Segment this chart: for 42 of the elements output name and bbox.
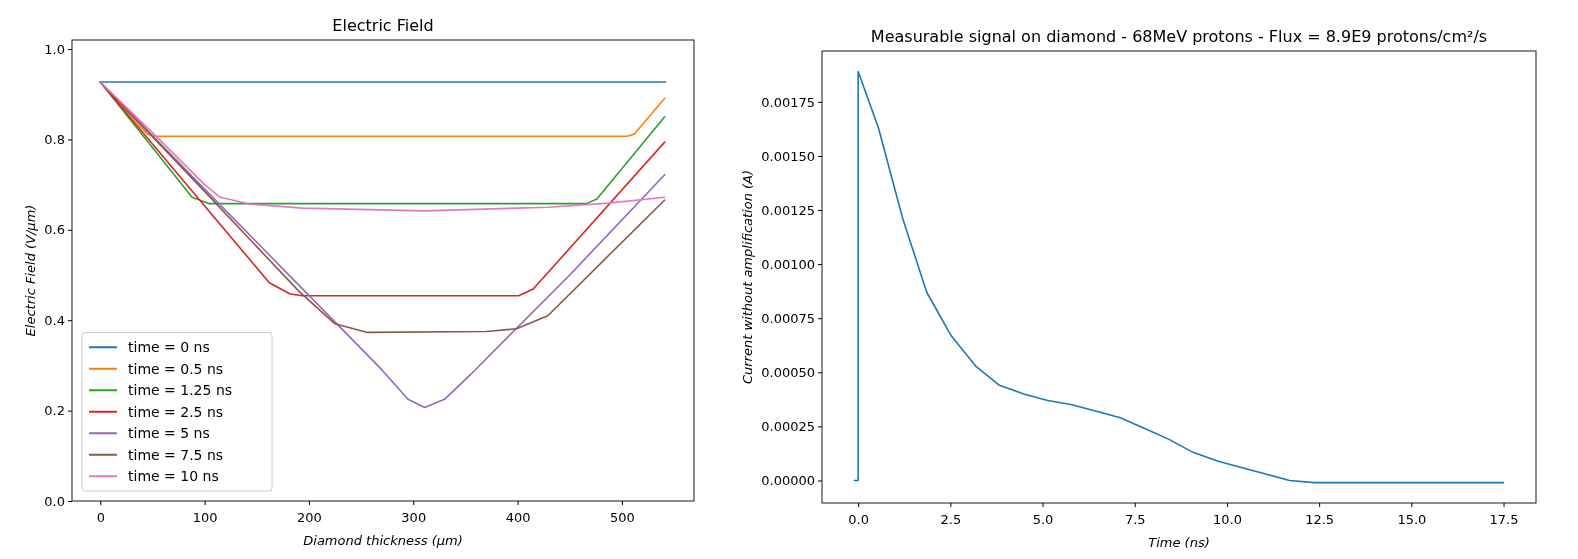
x-tick-label: 300 — [401, 510, 427, 526]
x-tick-label: 17.5 — [1489, 512, 1519, 528]
y-tick-label: 0.4 — [44, 312, 65, 328]
chart-title: Measurable signal on diamond - 68MeV protons - Flux = 8.9E9 protons/cm²/s — [870, 27, 1488, 46]
y-tick-label: 0.00175 — [761, 94, 815, 110]
x-tick-label: 7.5 — [1124, 512, 1146, 528]
x-tick-label: 15.0 — [1397, 512, 1427, 528]
x-tick-label: 0.0 — [848, 512, 869, 528]
x-tick-label: 2.5 — [940, 512, 962, 528]
legend-label: time = 0 ns — [128, 339, 210, 356]
chart-title: Electric Field — [332, 16, 434, 35]
y-tick-label: 0.8 — [44, 132, 65, 148]
y-tick-label: 0.00000 — [761, 473, 815, 489]
legend-label: time = 2.5 ns — [128, 403, 224, 420]
x-tick-label: 5.0 — [1032, 512, 1054, 528]
x-tick-label: 10.0 — [1212, 512, 1242, 528]
y-tick-label: 0.00125 — [761, 202, 815, 218]
y-tick-label: 0.00075 — [761, 310, 815, 326]
x-tick-label: 200 — [297, 510, 322, 526]
y-tick-label: 0.00100 — [761, 256, 815, 272]
legend-label: time = 5 ns — [128, 425, 210, 442]
y-tick-label: 1.0 — [44, 41, 65, 57]
x-tick-label: 12.5 — [1305, 512, 1335, 528]
line-series — [853, 70, 1505, 484]
legend-label: time = 7.5 ns — [128, 446, 224, 463]
legend-label: time = 10 ns — [128, 468, 219, 485]
legend-label: time = 1.25 ns — [128, 382, 233, 399]
y-tick-label: 0.00050 — [761, 364, 815, 380]
y-tick-label: 0.00025 — [761, 419, 815, 435]
x-axis-title: Time (ns) — [1148, 535, 1210, 550]
y-axis-title: Electric Field (V/μm) — [23, 204, 39, 337]
y-tick-label: 0.00150 — [761, 148, 815, 164]
legend-label: time = 0.5 ns — [128, 360, 224, 377]
y-tick-label: 0.2 — [44, 403, 65, 419]
x-tick-label: 400 — [505, 510, 531, 526]
y-axis-title: Current without amplification (A) — [740, 169, 756, 385]
x-axis-title: Diamond thickness (μm) — [303, 533, 463, 548]
x-tick-label: 100 — [192, 510, 218, 526]
x-tick-label: 500 — [610, 510, 635, 526]
y-tick-label: 0.0 — [44, 493, 65, 509]
x-tick-label: 0 — [96, 510, 105, 526]
y-tick-label: 0.6 — [44, 222, 65, 238]
